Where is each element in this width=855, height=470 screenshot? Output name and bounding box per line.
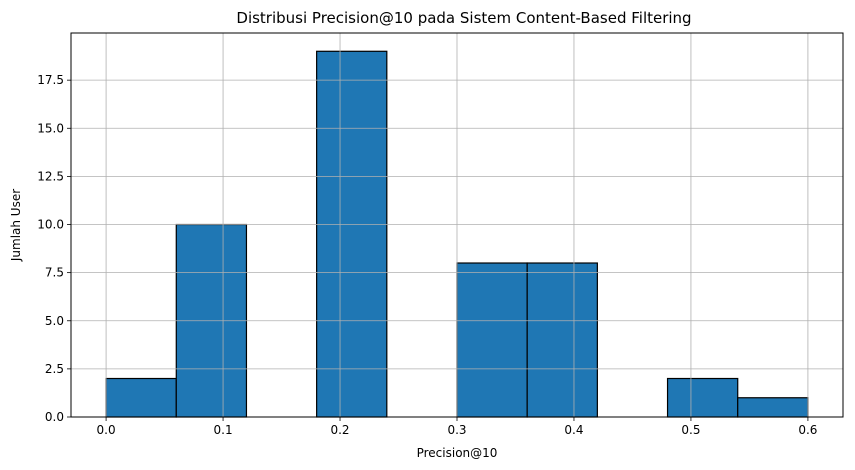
y-tick-label: 17.5: [37, 73, 64, 87]
y-tick-label: 12.5: [37, 169, 64, 183]
x-tick-label: 0.2: [330, 423, 349, 437]
x-axis-ticks: 0.0 0.1 0.2 0.3 0.4 0.5 0.6: [97, 417, 817, 437]
x-tick-label: 0.1: [214, 423, 233, 437]
y-axis-ticks: 0.0 2.5 5.0 7.5 10.0 12.5 15.0 17.5: [37, 73, 71, 424]
histogram-bar: [456, 262, 528, 418]
y-tick-label: 5.0: [45, 314, 64, 328]
x-tick-label: 0.3: [447, 423, 466, 437]
chart-title: Distribusi Precision@10 pada Sistem Cont…: [236, 9, 691, 27]
x-tick-label: 0.0: [97, 423, 116, 437]
y-tick-label: 15.0: [37, 121, 64, 135]
x-tick-label: 0.6: [798, 423, 817, 437]
y-tick-label: 7.5: [45, 266, 64, 280]
y-tick-label: 10.0: [37, 218, 64, 232]
y-axis-label: Jumlah User: [9, 189, 23, 262]
y-tick-label: 0.0: [45, 410, 64, 424]
y-tick-label: 2.5: [45, 362, 64, 376]
x-tick-label: 0.5: [681, 423, 700, 437]
histogram-bars: [105, 50, 809, 418]
histogram-bar: [737, 397, 809, 418]
histogram-bar: [526, 262, 598, 418]
x-axis-label: Precision@10: [417, 446, 498, 460]
histogram-bar: [316, 50, 388, 418]
histogram-bar: [666, 377, 739, 418]
histogram-bar: [105, 377, 177, 418]
x-tick-label: 0.4: [564, 423, 583, 437]
